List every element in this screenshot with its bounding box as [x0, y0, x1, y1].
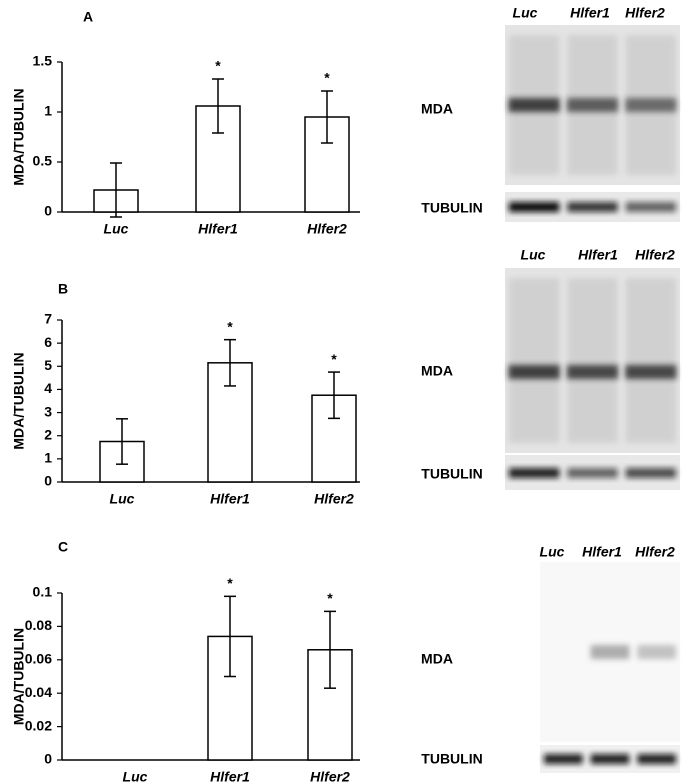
blot-lane-label: Luc [540, 544, 565, 560]
blot-smear [567, 35, 618, 175]
error-bar [110, 162, 122, 218]
y-tick-label: 3 [44, 403, 52, 419]
x-tick-label: Hlfer1 [210, 769, 250, 784]
blot-smear [509, 35, 560, 175]
y-axis-label: MDA/TUBULIN [11, 628, 27, 725]
x-tick-label: Hlfer2 [314, 491, 354, 507]
panel-label: C [58, 539, 68, 555]
significance-mark: * [215, 58, 221, 74]
significance-mark: * [227, 575, 233, 591]
blot-lane-label: Hlfer2 [625, 5, 665, 21]
y-tick-label: 0 [44, 203, 52, 219]
blot-lane-label: Hlfer1 [578, 247, 618, 263]
blot-band [590, 754, 630, 764]
blot-lane-label: Luc [521, 247, 546, 263]
significance-mark: * [327, 590, 333, 606]
error-bar [324, 610, 336, 689]
x-tick-label: Luc [104, 221, 129, 237]
y-tick-label: 5 [44, 357, 52, 373]
blot-row-label: MDA [421, 363, 453, 379]
x-tick-label: Luc [123, 769, 148, 784]
y-tick-label: 6 [44, 334, 52, 350]
x-tick-label: Hlfer1 [210, 491, 250, 507]
blot-band [567, 468, 618, 478]
blot-band [509, 468, 560, 478]
error-bar [224, 338, 236, 387]
y-tick-label: 0 [44, 751, 52, 767]
significance-mark: * [331, 351, 337, 367]
blot-band [590, 645, 630, 659]
blot-row-label: MDA [421, 651, 453, 667]
blot-row-label: TUBULIN [421, 466, 482, 482]
error-bar [328, 371, 340, 420]
significance-mark: * [324, 70, 330, 86]
x-tick-label: Hlfer2 [307, 221, 347, 237]
y-tick-label: 1.5 [33, 53, 53, 69]
y-tick-label: 7 [44, 311, 52, 327]
blot-lane-label: Hlfer1 [582, 544, 622, 560]
blot-row-label: MDA [421, 101, 453, 117]
blot-row-label: TUBULIN [421, 200, 482, 216]
blot-band [567, 202, 618, 212]
blot-band [544, 754, 583, 764]
y-tick-label: 1 [44, 450, 52, 466]
blot-band [637, 754, 676, 764]
panel-label: A [83, 9, 93, 25]
y-tick-label: 0.1 [33, 584, 53, 600]
blot-smear [625, 35, 676, 175]
blot-smear [509, 278, 560, 443]
blot-band [625, 202, 676, 212]
significance-mark: * [227, 318, 233, 334]
y-tick-label: 0.5 [33, 153, 53, 169]
error-bar [212, 78, 224, 134]
blot-lane-label: Hlfer1 [570, 5, 610, 21]
error-bar [321, 90, 333, 144]
y-tick-label: 0.06 [25, 651, 52, 667]
y-tick-label: 1 [44, 103, 52, 119]
panel-label: B [58, 281, 68, 297]
y-tick-label: 0 [44, 473, 52, 489]
blot-row-label: TUBULIN [421, 751, 482, 767]
error-bar [116, 418, 128, 465]
x-tick-label: Luc [110, 491, 135, 507]
blot-smear [625, 278, 676, 443]
blot-band [509, 202, 560, 212]
y-tick-label: 0.02 [25, 717, 52, 733]
error-bar [224, 595, 236, 678]
blot-lane-label: Hlfer2 [635, 544, 675, 560]
blot-band [637, 645, 676, 659]
blot-band [625, 468, 676, 478]
blot-lane-label: Hlfer2 [635, 247, 675, 263]
blot-smear [567, 278, 618, 443]
y-tick-label: 0.08 [25, 617, 52, 633]
y-tick-label: 0.04 [25, 684, 52, 700]
x-tick-label: Hlfer2 [310, 769, 350, 784]
y-axis-label: MDA/TUBULIN [11, 352, 27, 449]
y-axis-label: MDA/TUBULIN [11, 88, 27, 185]
blot-lane-label: Luc [513, 5, 538, 21]
x-tick-label: Hlfer1 [198, 221, 238, 237]
y-tick-label: 4 [44, 380, 52, 396]
y-tick-label: 2 [44, 426, 52, 442]
